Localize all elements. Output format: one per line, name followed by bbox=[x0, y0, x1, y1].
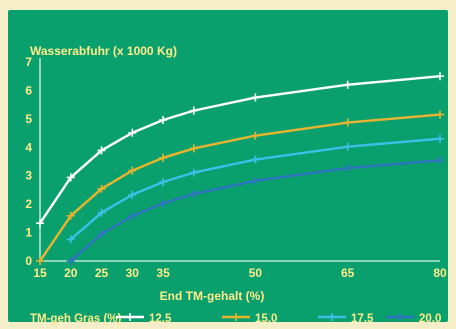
data-point bbox=[66, 173, 75, 182]
series-20.0 bbox=[66, 156, 444, 265]
legend-label: 20.0 bbox=[419, 313, 441, 325]
data-point bbox=[159, 199, 168, 208]
x-axis-title: End TM-gehalt (%) bbox=[160, 289, 265, 303]
y-tick-label: 4 bbox=[25, 140, 32, 154]
data-point bbox=[343, 118, 352, 127]
tick-labels: 0 1 2 3 4 5 6 7 15 20 25 30 35 50 65 80 bbox=[25, 55, 447, 280]
series-17.5 bbox=[66, 134, 444, 244]
x-tick-label: 25 bbox=[95, 266, 109, 280]
axes bbox=[39, 58, 440, 262]
x-tick-label: 30 bbox=[126, 266, 140, 280]
y-tick-label: 0 bbox=[25, 254, 32, 268]
data-point bbox=[66, 235, 75, 244]
series-lines bbox=[36, 72, 444, 265]
series-12.5 bbox=[36, 72, 444, 228]
series-line bbox=[39, 113, 441, 262]
y-tick-label: 6 bbox=[25, 83, 32, 97]
data-point bbox=[343, 164, 352, 173]
data-point bbox=[36, 219, 44, 228]
data-point bbox=[189, 106, 198, 115]
y-tick-label: 2 bbox=[25, 197, 32, 211]
data-point bbox=[159, 153, 168, 162]
data-point bbox=[97, 146, 106, 155]
series-15.0 bbox=[36, 110, 444, 265]
legend-title: TM-geh Gras (%) bbox=[30, 313, 122, 325]
data-point bbox=[97, 208, 106, 217]
legend-label: 17.5 bbox=[351, 313, 374, 325]
data-point bbox=[436, 110, 444, 119]
data-point bbox=[66, 257, 75, 265]
x-tick-label: 80 bbox=[433, 266, 447, 280]
data-point bbox=[159, 177, 168, 186]
data-point bbox=[436, 134, 444, 143]
series-line bbox=[69, 137, 441, 241]
x-tick-label: 15 bbox=[33, 266, 47, 280]
data-point bbox=[251, 155, 260, 164]
y-tick-label: 1 bbox=[25, 226, 32, 240]
data-point bbox=[36, 257, 44, 265]
data-point bbox=[128, 212, 137, 221]
data-point bbox=[343, 80, 352, 89]
data-point bbox=[343, 142, 352, 151]
data-point bbox=[97, 184, 106, 193]
data-point bbox=[128, 166, 137, 175]
legend-label: 12.5 bbox=[149, 313, 172, 325]
x-tick-label: 65 bbox=[341, 266, 355, 280]
y-tick-label: 3 bbox=[25, 169, 32, 183]
x-tick-label: 35 bbox=[156, 266, 170, 280]
data-point bbox=[251, 93, 260, 102]
series-line bbox=[69, 159, 441, 262]
y-tick-label: 5 bbox=[25, 112, 32, 126]
data-point bbox=[189, 189, 198, 198]
x-tick-label: 50 bbox=[249, 266, 263, 280]
legend-label: 15.0 bbox=[255, 313, 277, 325]
data-point bbox=[128, 190, 137, 199]
data-point bbox=[251, 131, 260, 140]
data-point bbox=[97, 229, 106, 238]
data-point bbox=[436, 72, 444, 81]
data-point bbox=[189, 168, 198, 177]
x-tick-label: 20 bbox=[64, 266, 78, 280]
y-axis-title: Wasserabfuhr (x 1000 Kg) bbox=[30, 44, 177, 58]
data-point bbox=[128, 128, 137, 137]
data-point bbox=[251, 176, 260, 185]
y-tick-label: 7 bbox=[25, 55, 32, 69]
data-point bbox=[436, 156, 444, 165]
legend: TM-geh Gras (%) 12.5 15.0 17.5 20.0 bbox=[30, 313, 441, 325]
data-point bbox=[66, 211, 75, 220]
data-point bbox=[159, 115, 168, 124]
data-point bbox=[189, 144, 198, 153]
